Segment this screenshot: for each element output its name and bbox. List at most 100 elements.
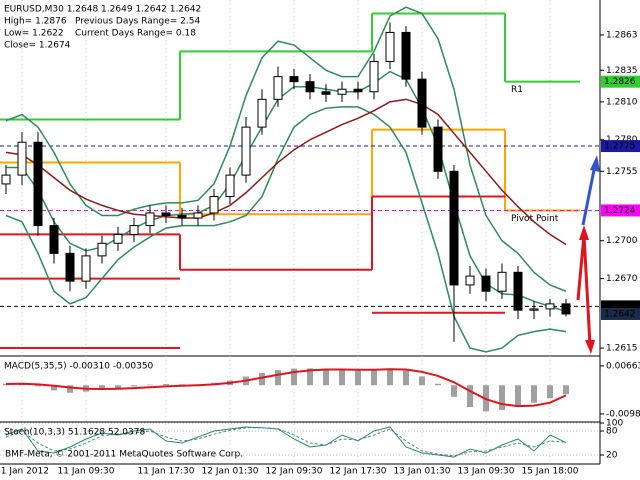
macd-bar xyxy=(531,385,537,403)
y-tick-label: 1.2863 xyxy=(606,30,638,40)
candle-body xyxy=(369,60,379,93)
macd-bar xyxy=(131,385,137,387)
candle-body xyxy=(225,174,235,198)
candle-body xyxy=(81,255,91,282)
macd-bar xyxy=(355,370,361,386)
candle-body xyxy=(529,308,539,311)
candle-body xyxy=(305,81,315,93)
y-tick-label: 80 xyxy=(606,427,618,437)
info-text: High= 1.2876 xyxy=(4,17,67,27)
candle-body xyxy=(129,225,139,235)
price-marker-label: 1.2775 xyxy=(604,142,636,152)
candle-body xyxy=(337,88,347,95)
macd-bar xyxy=(435,383,441,386)
x-tick-label: 15 Jan 18:00 xyxy=(522,467,579,477)
info-text: Current Days Range= 0.18 xyxy=(75,29,196,39)
macd-bar xyxy=(387,368,393,386)
candle-body xyxy=(321,91,331,95)
price-marker-label: 1.2642 xyxy=(604,309,636,319)
x-tick-label: 12 Jan 17:30 xyxy=(330,467,387,477)
candle-body xyxy=(385,31,395,62)
macd-bar xyxy=(451,385,457,397)
y-tick-label: 1.2755 xyxy=(606,167,638,177)
price-marker xyxy=(601,307,640,320)
x-tick-label: 12 Jan 09:30 xyxy=(266,467,323,477)
y-tick-label: 1.2670 xyxy=(606,274,638,284)
macd-bar xyxy=(515,385,521,408)
macd-bar xyxy=(259,373,265,386)
macd-bar xyxy=(99,385,105,390)
macd-bar xyxy=(3,383,9,386)
arrow-head xyxy=(590,155,600,172)
candle-body xyxy=(497,271,507,292)
candle-body xyxy=(353,88,363,93)
price-marker xyxy=(601,140,640,153)
candle-body xyxy=(97,242,107,257)
macd-bar xyxy=(339,370,345,386)
candle-body xyxy=(113,233,123,244)
macd-bar xyxy=(291,368,297,386)
macd-bar xyxy=(163,384,169,386)
macd-bar xyxy=(147,384,153,386)
price-marker-label: 1.2724 xyxy=(604,206,636,216)
indicator-line xyxy=(5,106,567,353)
stoch-main xyxy=(5,426,567,458)
candle-body xyxy=(417,78,427,128)
info-text: Close= 1.2674 xyxy=(4,41,71,51)
arrow-head xyxy=(579,225,589,240)
indicator-line xyxy=(5,6,567,292)
candle-body xyxy=(145,212,155,227)
level-label: R1 xyxy=(511,85,523,95)
candle-body xyxy=(17,141,27,176)
price-marker-label: 1.2826 xyxy=(604,77,636,87)
level-label: Pivot Point xyxy=(511,214,559,224)
macd-bar xyxy=(51,385,57,391)
macd-bar xyxy=(67,385,73,393)
candle-body xyxy=(1,174,11,185)
y-tick-label: 20 xyxy=(606,451,618,461)
candle-body xyxy=(513,271,523,311)
price-marker-label: 1.2648 xyxy=(604,302,636,312)
candle-body xyxy=(449,170,459,286)
x-tick-label: 13 Jan 09:30 xyxy=(458,467,515,477)
candle-body xyxy=(481,275,491,292)
candle-body xyxy=(289,76,299,83)
macd-bar xyxy=(115,385,121,389)
stoch-signal xyxy=(5,427,567,457)
y-tick-label: 1.2615 xyxy=(606,344,638,354)
candle-body xyxy=(465,275,475,286)
footer: BMF-Meta, © 2001-2011 MetaQuotes Softwar… xyxy=(5,450,243,460)
x-tick-label: 13 Jan 01:30 xyxy=(394,467,451,477)
y-tick-label: 0.00663 xyxy=(606,361,640,371)
candle-body xyxy=(65,252,75,282)
y-tick-label: 1.2835 xyxy=(606,66,638,76)
x-tick-label: 11 Jan 2012 xyxy=(0,467,49,477)
chart-title: EURUSD,M30 1.2648 1.2649 1.2642 1.2642 xyxy=(4,5,201,15)
indicator-line xyxy=(5,98,567,246)
candle-body xyxy=(177,214,187,219)
macd-bar xyxy=(275,370,281,386)
candle-body xyxy=(33,141,43,227)
candle-body xyxy=(161,212,171,216)
candle-body xyxy=(545,303,555,310)
panel-label: MACD(5,35,5) -0.00310 -0.00350 xyxy=(4,362,154,372)
y-tick-label: -0.00987 xyxy=(606,409,640,419)
info-text: Low= 1.2622 xyxy=(4,29,64,39)
x-tick-label: 11 Jan 09:30 xyxy=(58,467,115,477)
price-marker xyxy=(601,204,640,217)
macd-bar xyxy=(323,369,329,386)
candle-body xyxy=(257,98,267,128)
arrows xyxy=(576,155,600,354)
arrow-head xyxy=(585,340,595,354)
candle-body xyxy=(209,196,219,214)
macd-bar xyxy=(403,370,409,386)
info-text: Previous Days Range= 2.54 xyxy=(75,17,200,27)
arrow xyxy=(581,164,597,226)
y-tick-label: 1.2810 xyxy=(606,97,638,107)
macd-bar xyxy=(419,376,425,386)
candle-body xyxy=(241,126,251,176)
macd-bar xyxy=(35,385,41,387)
